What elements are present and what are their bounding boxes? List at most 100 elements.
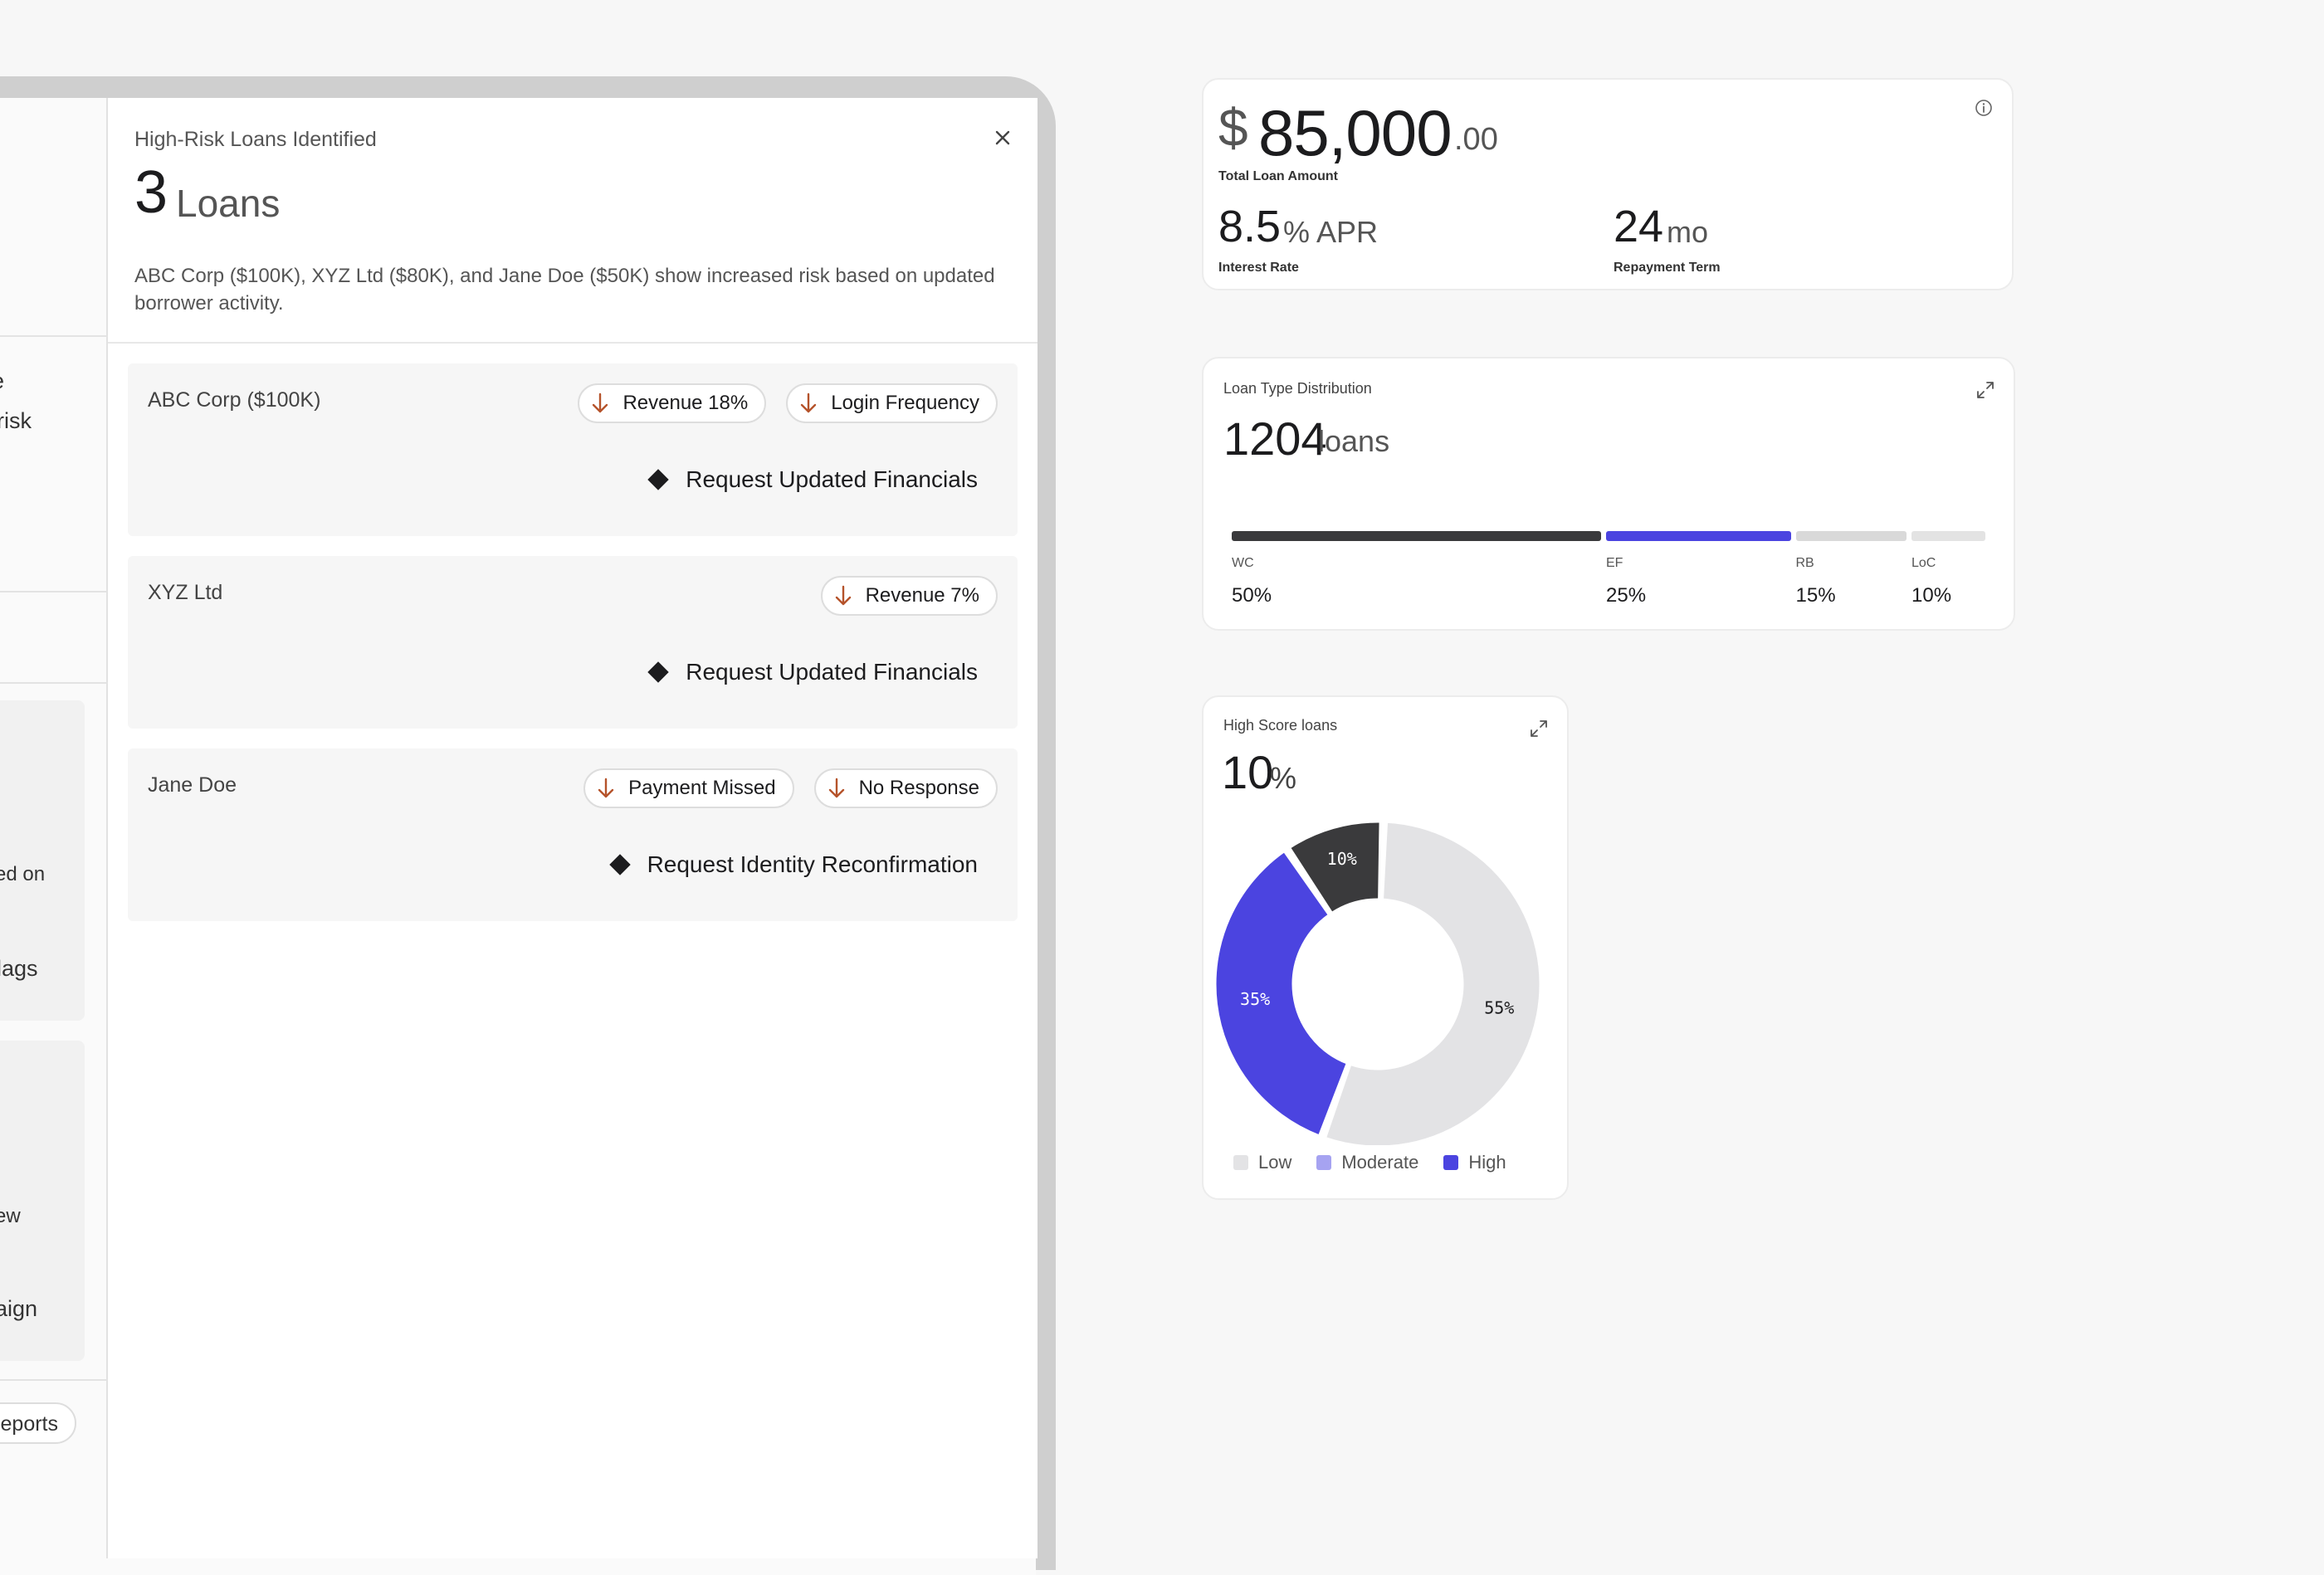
- donut-slice-label: 55%: [1484, 997, 1514, 1017]
- background-text: lags: [0, 956, 38, 981]
- risk-signals: Revenue 18% Login Frequency: [578, 383, 998, 423]
- distribution-segment: [1795, 531, 1907, 541]
- loan-card: ABC Corp ($100K) Revenue 18% Login Frequ…: [128, 363, 1018, 536]
- donut-slice-moderate[interactable]: [1288, 820, 1382, 914]
- background-text: e: [0, 368, 4, 394]
- arrow-down-icon: [828, 778, 846, 799]
- risk-signal-label: Revenue 7%: [865, 584, 979, 607]
- legend-label: High: [1468, 1152, 1506, 1173]
- loan-count-unit: Loans: [176, 182, 281, 225]
- repayment-term-value: 24: [1614, 202, 1664, 251]
- modal-description: ABC Corp ($100K), XYZ Ltd ($80K), and Ja…: [134, 265, 995, 315]
- request-identity-action[interactable]: Request Identity Reconfirmation: [608, 851, 978, 878]
- background-text: risk: [0, 408, 32, 433]
- segment-label: RB: [1795, 556, 1814, 570]
- loan-name: XYZ Ltd: [148, 581, 223, 604]
- legend-item: Low: [1233, 1152, 1291, 1173]
- risk-signal-chip: No Response: [813, 768, 998, 808]
- request-financials-action[interactable]: Request Updated Financials: [647, 466, 978, 493]
- close-icon[interactable]: [988, 123, 1018, 153]
- legend-item: High: [1443, 1152, 1506, 1173]
- legend-swatch: [1443, 1155, 1459, 1170]
- loan-summary-card: $ 85,000 .00 Total Loan Amount 8.5 % APR…: [1202, 78, 2014, 290]
- risk-signals: Revenue 7%: [820, 576, 998, 616]
- donut-slice-high[interactable]: [1215, 850, 1349, 1138]
- interest-rate-label: Interest Rate: [1218, 261, 1299, 275]
- arrow-down-icon: [591, 393, 609, 414]
- donut-slice-label: 10%: [1327, 849, 1357, 869]
- legend-item: Moderate: [1316, 1152, 1418, 1173]
- donut-chart: 55% 35% 10%: [1215, 820, 1542, 1145]
- risk-signal-label: Revenue 18%: [622, 392, 749, 414]
- segment-value: 10%: [1911, 584, 1952, 607]
- diamond-icon: [647, 469, 669, 490]
- background-text: ed on: [0, 863, 46, 885]
- loan-name: ABC Corp ($100K): [148, 388, 321, 412]
- repayment-term-label: Repayment Term: [1614, 261, 1721, 275]
- currency-symbol: $: [1218, 98, 1248, 158]
- segment-label: EF: [1606, 556, 1623, 570]
- loan-name: Jane Doe: [148, 773, 237, 797]
- legend-label: Moderate: [1341, 1152, 1419, 1173]
- risk-signal-chip: Payment Missed: [583, 768, 794, 808]
- segment-value: 50%: [1232, 584, 1272, 607]
- high-score-unit: %: [1270, 761, 1297, 795]
- info-icon[interactable]: [1974, 98, 1994, 122]
- modal-eyebrow: High-Risk Loans Identified: [134, 128, 377, 151]
- total-loan-amount: 85,000: [1258, 96, 1452, 169]
- repayment-term-unit: mo: [1667, 215, 1709, 249]
- loan-card: XYZ Ltd Revenue 7% Request Updated Finan…: [128, 556, 1018, 729]
- action-label: Request Updated Financials: [686, 466, 978, 492]
- action-label: Request Updated Financials: [686, 659, 978, 685]
- distribution-segment: [1911, 531, 1985, 541]
- background-divider: [0, 1379, 108, 1381]
- risk-signal-label: Login Frequency: [831, 392, 979, 414]
- expand-icon[interactable]: [1974, 378, 1997, 406]
- background-card: [0, 700, 85, 1021]
- reports-pill-label: Reports: [0, 1412, 58, 1436]
- high-risk-modal: High-Risk Loans Identified 3 Loans ABC C…: [106, 98, 1038, 1558]
- arrow-down-icon: [597, 778, 615, 799]
- risk-signal-label: No Response: [858, 777, 979, 799]
- donut-legend: Low Moderate High: [1233, 1152, 1506, 1173]
- distribution-title: Loan Type Distribution: [1223, 380, 1372, 397]
- loan-card: Jane Doe Payment Missed No Response Requ…: [128, 748, 1018, 921]
- distribution-count: 1204: [1223, 412, 1327, 465]
- legend-label: Low: [1258, 1152, 1292, 1173]
- arrow-down-icon: [799, 393, 818, 414]
- diamond-icon: [608, 854, 631, 875]
- high-score-card: High Score loans 10 % 55% 35% 10% Low Mode…: [1202, 695, 1569, 1200]
- distribution-segment: [1232, 531, 1601, 541]
- loan-type-distribution-card: Loan Type Distribution 1204 loans WC 50% E…: [1202, 357, 2015, 631]
- segment-value: 25%: [1606, 584, 1647, 607]
- expand-icon[interactable]: [1527, 717, 1550, 744]
- arrow-down-icon: [834, 585, 852, 607]
- legend-swatch: [1233, 1155, 1248, 1170]
- reports-pill[interactable]: Reports: [0, 1402, 76, 1444]
- distribution-bar: [1232, 531, 1985, 541]
- donut-slice-label: 35%: [1240, 989, 1270, 1009]
- donut-slice-low[interactable]: [1324, 820, 1542, 1145]
- interest-rate-value: 8.5: [1218, 202, 1282, 251]
- loan-count: 3: [134, 159, 168, 226]
- risk-signal-label: Payment Missed: [628, 777, 776, 799]
- risk-signal-chip: Login Frequency: [786, 383, 998, 423]
- background-text: ew: [0, 1205, 21, 1227]
- background-card: [0, 1041, 85, 1361]
- request-financials-action[interactable]: Request Updated Financials: [647, 659, 978, 685]
- risk-signals: Payment Missed No Response: [583, 768, 998, 808]
- background-divider: [0, 335, 108, 337]
- modal-divider: [108, 342, 1038, 344]
- total-loan-amount-label: Total Loan Amount: [1218, 169, 1338, 183]
- legend-swatch: [1316, 1155, 1332, 1170]
- segment-label: LoC: [1911, 556, 1936, 570]
- background-divider: [0, 682, 108, 684]
- interest-rate-unit: % APR: [1283, 215, 1379, 249]
- segment-value: 15%: [1795, 584, 1836, 607]
- distribution-count-unit: loans: [1318, 424, 1390, 458]
- risk-signal-chip: Revenue 18%: [578, 383, 767, 423]
- background-text: aign: [0, 1296, 38, 1321]
- high-score-value: 10: [1222, 746, 1274, 798]
- action-label: Request Identity Reconfirmation: [647, 851, 978, 877]
- risk-signal-chip: Revenue 7%: [820, 576, 998, 616]
